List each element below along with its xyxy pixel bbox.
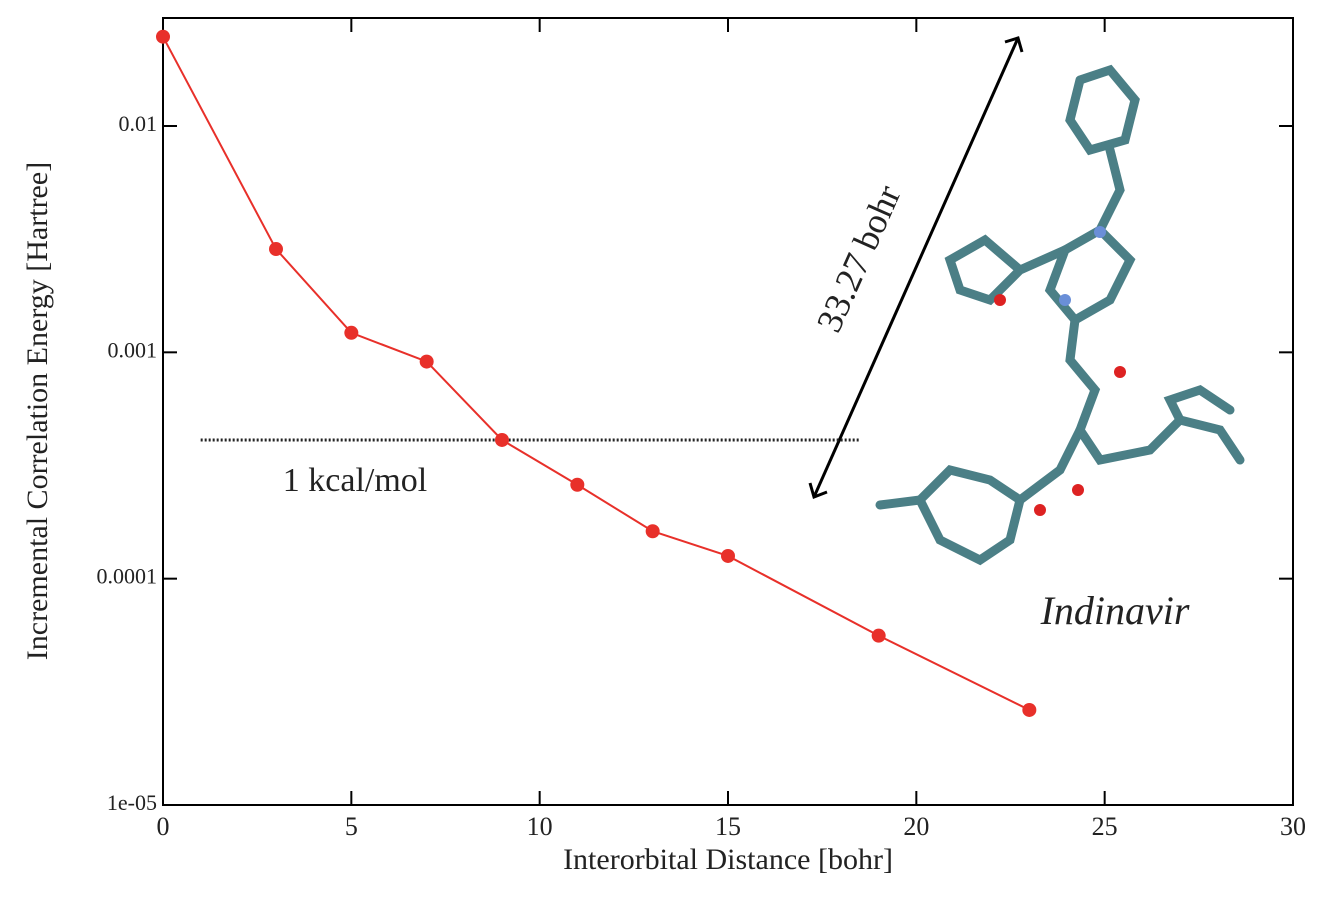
x-tick-label: 15 (715, 812, 741, 841)
y-axis-label: Incremental Correlation Energy [Hartree] (21, 162, 54, 660)
x-tick-label: 30 (1280, 812, 1306, 841)
x-tick-label: 0 (157, 812, 170, 841)
atom (1114, 366, 1126, 378)
x-axis-label: Interorbital Distance [bohr] (563, 843, 893, 876)
data-point (872, 629, 886, 643)
x-tick-label: 25 (1092, 812, 1118, 841)
reference-label: 1 kcal/mol (283, 462, 427, 499)
atom (994, 294, 1006, 306)
data-point (646, 524, 660, 538)
data-point (344, 326, 358, 340)
x-tick-label: 20 (903, 812, 929, 841)
y-tick-label: 0.0001 (97, 564, 158, 589)
series-line (163, 37, 1029, 710)
distance-label: 33.27 bohr (809, 179, 909, 338)
data-point (495, 433, 509, 447)
atom (1059, 294, 1071, 306)
molecule-label: Indinavir (1040, 588, 1190, 633)
x-tick-label: 5 (345, 812, 358, 841)
data-point (721, 549, 735, 563)
y-tick-label: 1e-05 (107, 790, 157, 815)
page: {"chart_data": {"type": "line", "x_label… (0, 0, 1319, 899)
data-point (570, 478, 584, 492)
atom (1094, 226, 1106, 238)
y-tick-label: 0.001 (108, 337, 158, 362)
atom (1034, 504, 1046, 516)
molecule (880, 70, 1240, 560)
data-point (1022, 703, 1036, 717)
data-point (420, 355, 434, 369)
y-tick-label: 0.01 (119, 111, 158, 136)
x-tick-label: 10 (527, 812, 553, 841)
atom (1072, 484, 1084, 496)
chart: Interorbital Distance [bohr] Incremental… (0, 0, 1319, 899)
data-point (269, 242, 283, 256)
data-point (156, 30, 170, 44)
